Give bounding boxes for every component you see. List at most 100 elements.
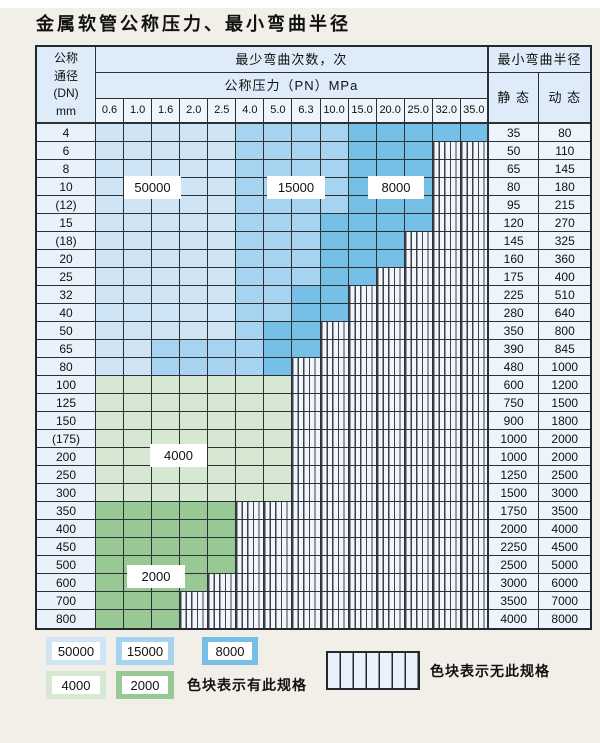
- grid-cell: [208, 466, 237, 484]
- grid-cell: [208, 196, 237, 214]
- grid-cell: [152, 556, 181, 574]
- grid-cell: [236, 358, 265, 376]
- grid-cell: [404, 304, 433, 322]
- grid-cell: [348, 376, 377, 394]
- grid-cell: [264, 232, 293, 250]
- legend-swatch-50000: 50000: [46, 637, 106, 665]
- dn-cell: (12): [37, 196, 96, 214]
- grid-cell: [264, 358, 293, 376]
- grid-cell: [292, 538, 321, 556]
- grid-cell: [320, 430, 349, 448]
- grid-cell: [432, 574, 461, 592]
- static-value-cell: 80: [488, 178, 540, 196]
- static-value-cell: 145: [488, 232, 540, 250]
- dn-cell: 700: [37, 592, 96, 610]
- pressure-tick: 6.3: [292, 99, 321, 124]
- dynamic-value-cell: 845: [539, 340, 591, 358]
- static-value-cell: 3000: [488, 574, 540, 592]
- grid-cell: [96, 520, 125, 538]
- grid-cell: [348, 484, 377, 502]
- pressure-tick: 25.0: [404, 99, 433, 124]
- dynamic-value-cell: 1200: [539, 376, 591, 394]
- grid-cell: [96, 340, 125, 358]
- dynamic-value-cell: 360: [539, 250, 591, 268]
- grid-cell: [124, 538, 153, 556]
- dn-cell: 10: [37, 178, 96, 196]
- grid-cell: [432, 592, 461, 610]
- grid-cell: [96, 232, 125, 250]
- grid-cell: [96, 484, 125, 502]
- dynamic-value-cell: 215: [539, 196, 591, 214]
- grid-cell: [432, 250, 461, 268]
- static-value-cell: 3500: [488, 592, 540, 610]
- grid-cell: [404, 196, 433, 214]
- grid-cell: [376, 124, 405, 142]
- grid-cell: [348, 574, 377, 592]
- bend-radius-header: 最小弯曲半径: [488, 47, 591, 73]
- grid-cell: [208, 520, 237, 538]
- grid-cell: [180, 340, 209, 358]
- grid-cell: [348, 340, 377, 358]
- grid-cell: [404, 160, 433, 178]
- dynamic-value-cell: 6000: [539, 574, 591, 592]
- pressure-tick: 15.0: [348, 99, 377, 124]
- dn-cell: 50: [37, 322, 96, 340]
- grid-cell: [152, 592, 181, 610]
- grid-cell: [152, 502, 181, 520]
- grid-cell: [208, 142, 237, 160]
- grid-cell: [432, 484, 461, 502]
- grid-cell: [152, 304, 181, 322]
- static-value-cell: 225: [488, 286, 540, 304]
- grid-cell: [124, 124, 153, 142]
- grid-cell: [432, 322, 461, 340]
- grid-cell: [292, 556, 321, 574]
- dynamic-value-cell: 8000: [539, 610, 591, 628]
- legend-present-label: 色块表示有此规格: [187, 677, 307, 693]
- grid-cell: [152, 376, 181, 394]
- grid-cell: [432, 412, 461, 430]
- grid-cell: [348, 196, 377, 214]
- grid-cell: [348, 394, 377, 412]
- grid-cell: [180, 538, 209, 556]
- grid-cell: [348, 304, 377, 322]
- dn-cell: 100: [37, 376, 96, 394]
- grid-cell: [404, 124, 433, 142]
- pressure-tick: 1.0: [124, 99, 153, 124]
- grid-cell: [124, 556, 153, 574]
- static-value-cell: 1500: [488, 484, 540, 502]
- grid-cell: [348, 448, 377, 466]
- grid-cell: [460, 538, 489, 556]
- pressure-header: 公称压力（PN）MPa: [96, 73, 489, 99]
- grid-cell: [96, 610, 125, 628]
- static-value-cell: 2000: [488, 520, 540, 538]
- grid-cell: [292, 178, 321, 196]
- grid-cell: [460, 592, 489, 610]
- dn-cell: (18): [37, 232, 96, 250]
- legend-swatch-2000-label: 2000: [122, 676, 168, 694]
- grid-cell: [460, 412, 489, 430]
- pressure-tick: 4.0: [236, 99, 265, 124]
- grid-cell: [208, 124, 237, 142]
- grid-cell: [180, 484, 209, 502]
- legend-swatch-8000-label: 8000: [208, 642, 252, 660]
- grid-cell: [208, 592, 237, 610]
- grid-cell: [264, 538, 293, 556]
- grid-cell: [264, 124, 293, 142]
- grid-cell: [292, 394, 321, 412]
- grid-cell: [320, 214, 349, 232]
- grid-cell: [264, 340, 293, 358]
- grid-cell: [96, 376, 125, 394]
- grid-cell: [124, 520, 153, 538]
- grid-cell: [180, 394, 209, 412]
- static-value-cell: 750: [488, 394, 540, 412]
- grid-cell: [264, 268, 293, 286]
- grid-cell: [180, 520, 209, 538]
- grid-cell: [96, 538, 125, 556]
- grid-cell: [236, 160, 265, 178]
- grid-cell: [264, 448, 293, 466]
- grid-cell: [208, 304, 237, 322]
- grid-cell: [96, 358, 125, 376]
- grid-cell: [96, 250, 125, 268]
- grid-cell: [124, 178, 153, 196]
